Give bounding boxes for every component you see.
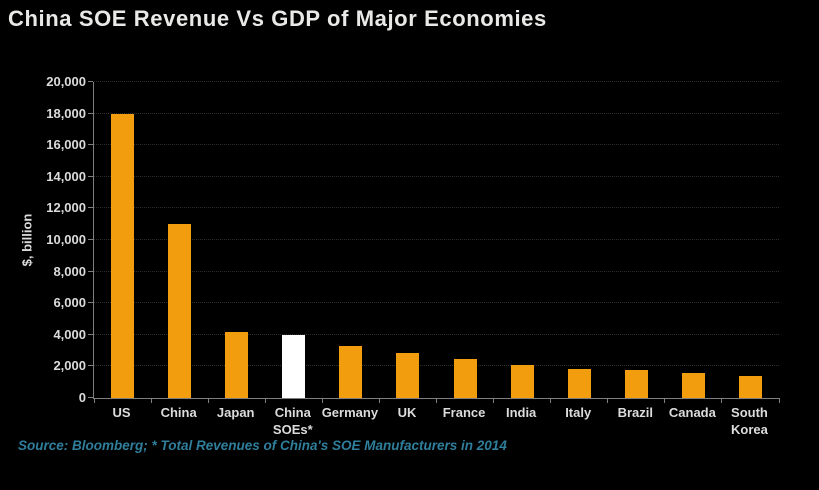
x-axis-tick (264, 398, 266, 403)
y-axis-tick (88, 112, 93, 114)
bar-india (510, 364, 534, 398)
y-axis-tick (88, 302, 93, 304)
gridline (94, 270, 779, 272)
x-tick-label-south-korea: South Korea (731, 405, 768, 437)
y-tick-label: 2,000 (53, 358, 86, 374)
y-tick-label: 18,000 (46, 105, 86, 121)
x-tick-label-us: US (112, 405, 131, 420)
x-axis-tick (607, 398, 609, 403)
bar-japan (225, 331, 249, 398)
x-tick-label-france: France (442, 405, 486, 420)
y-axis-tick (88, 207, 93, 209)
gridline (94, 81, 779, 82)
y-axis-tick (88, 333, 93, 335)
x-tick-label-china: China (160, 405, 197, 420)
x-axis-tick (664, 398, 666, 403)
gridline (94, 144, 779, 146)
x-tick-label-brazil: Brazil (617, 405, 653, 420)
bar-brazil (624, 369, 648, 398)
x-axis-tick (436, 398, 437, 403)
bar-south-korea (738, 375, 762, 398)
x-tick-label-germany: Germany (321, 405, 379, 420)
gridline (94, 333, 779, 335)
y-tick-label: 12,000 (46, 200, 86, 216)
x-axis-tick (150, 398, 152, 403)
chart-title: China SOE Revenue Vs GDP of Major Econom… (8, 6, 547, 31)
y-axis-tick (88, 81, 93, 82)
y-tick-label: 10,000 (46, 232, 86, 247)
gridline (94, 112, 779, 114)
bar-china-soes (282, 334, 306, 398)
bar-uk (396, 352, 420, 398)
y-axis-tick (88, 397, 93, 398)
bar-italy (567, 368, 591, 398)
x-axis-tick (321, 398, 323, 403)
x-tick-label-japan: Japan (216, 405, 255, 420)
source-note: Source: Bloomberg; * Total Revenues of C… (18, 438, 507, 453)
y-tick-label: 4,000 (53, 326, 86, 342)
y-axis-tick (88, 239, 93, 240)
x-axis-tick (93, 398, 95, 403)
x-axis-tick (493, 398, 495, 403)
y-axis-tick (88, 175, 93, 177)
x-tick-label-italy: Italy (565, 405, 592, 420)
y-tick-label: 14,000 (46, 168, 86, 184)
x-tick-label-canada: Canada (668, 405, 716, 420)
bar-us (111, 113, 135, 398)
y-tick-label: 6,000 (53, 295, 86, 311)
plot-area (88, 81, 780, 403)
bar-canada (681, 372, 705, 398)
bar-china (168, 224, 192, 398)
gridline (94, 239, 779, 240)
y-tick-label: 20,000 (46, 74, 86, 89)
y-axis-tick (88, 144, 93, 146)
bar-germany (339, 345, 363, 398)
x-axis-tick (207, 398, 209, 403)
x-axis-tick (721, 398, 723, 403)
y-axis-tick (88, 365, 93, 367)
y-tick-label: 16,000 (46, 137, 86, 153)
x-tick-label-uk: UK (397, 405, 417, 420)
gridline (94, 365, 779, 367)
y-tick-label: 8,000 (53, 263, 86, 279)
x-axis-tick (550, 398, 552, 403)
bar-france (453, 359, 477, 398)
gridline (94, 302, 779, 304)
x-axis-tick (778, 398, 780, 403)
y-tick-label: 0 (78, 390, 86, 405)
x-axis-tick (378, 398, 380, 403)
gridline (94, 175, 779, 177)
gridline (94, 207, 779, 209)
x-tick-label-china-soes: China SOEs* (272, 405, 313, 437)
y-axis-tick (88, 270, 93, 272)
x-tick-label-india: India (505, 405, 537, 420)
